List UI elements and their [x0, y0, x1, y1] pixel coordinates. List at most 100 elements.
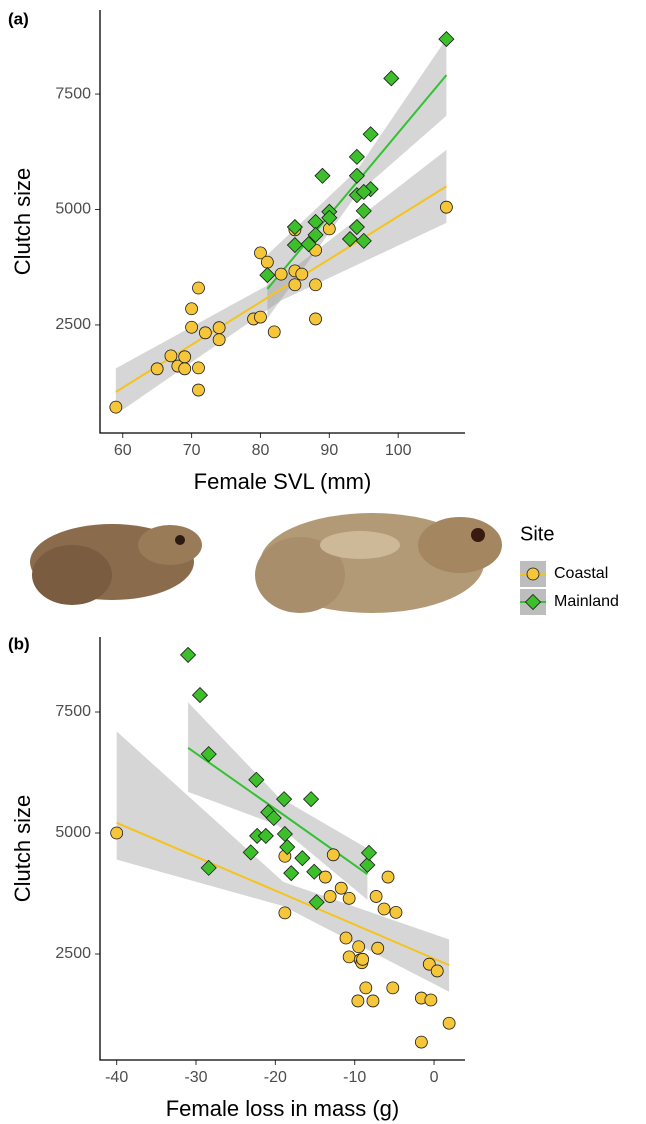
point — [359, 981, 373, 995]
axes — [99, 10, 465, 434]
x-tick-label: -20 — [264, 1069, 287, 1086]
x-tick-label: -10 — [343, 1069, 366, 1086]
panel-label: (b) — [8, 634, 30, 653]
point — [286, 218, 303, 236]
point — [180, 646, 197, 663]
toad-large-head — [418, 517, 502, 573]
point — [309, 312, 322, 326]
point — [254, 246, 267, 260]
x-tick-label: 60 — [114, 442, 132, 459]
y-axis-label: Clutch size — [10, 795, 35, 903]
y-tick-label: 5000 — [55, 201, 91, 218]
point — [164, 349, 178, 363]
point — [424, 993, 438, 1007]
x-tick-label: 100 — [385, 442, 412, 459]
confidence-band — [188, 702, 368, 900]
point — [283, 865, 300, 882]
point — [200, 746, 217, 763]
point — [294, 850, 311, 867]
point — [242, 844, 259, 861]
y-tick-label: 5000 — [55, 824, 91, 841]
point — [318, 870, 332, 884]
legend-title: Site — [520, 523, 554, 545]
point — [279, 838, 296, 856]
point — [288, 278, 302, 292]
point — [383, 70, 400, 87]
point — [438, 31, 455, 48]
point — [300, 236, 317, 253]
point — [212, 333, 226, 347]
point — [254, 310, 267, 324]
point — [265, 809, 282, 827]
y-tick-label: 2500 — [55, 945, 91, 962]
point — [307, 226, 324, 243]
x-tick-label: 80 — [252, 442, 270, 459]
legend-label: Coastal — [554, 565, 608, 582]
y-tick-label: 2500 — [55, 316, 91, 333]
point — [351, 994, 365, 1008]
point — [371, 941, 385, 955]
legend-marker — [524, 593, 542, 611]
point — [360, 844, 378, 861]
point — [414, 1035, 428, 1049]
point — [440, 200, 453, 214]
point — [348, 148, 365, 165]
x-tick-label: 90 — [320, 442, 338, 459]
point — [334, 881, 348, 895]
point — [260, 255, 274, 269]
legend: Site Coastal Mainland — [520, 523, 619, 615]
point — [356, 952, 370, 966]
point — [191, 687, 209, 704]
point — [259, 267, 276, 284]
point — [192, 361, 205, 375]
point — [348, 167, 365, 184]
point — [185, 302, 198, 316]
y-tick-label: 7500 — [55, 703, 91, 720]
point — [348, 218, 365, 236]
point — [309, 278, 322, 292]
point — [109, 400, 123, 414]
point — [198, 326, 212, 340]
point — [248, 771, 265, 788]
x-tick-label: 70 — [183, 442, 201, 459]
panel-label: (a) — [8, 9, 29, 28]
point — [192, 281, 205, 295]
x-axis-label: Female loss in mass (g) — [166, 1096, 400, 1121]
point — [178, 362, 192, 376]
fit-line — [115, 185, 447, 393]
point — [295, 267, 309, 281]
point — [386, 981, 400, 995]
toad-large-spot — [320, 531, 400, 559]
point — [286, 236, 303, 254]
point — [110, 826, 124, 840]
point — [366, 994, 380, 1008]
point — [150, 362, 164, 376]
toad-large-leg — [255, 537, 345, 613]
toad-photos — [30, 513, 502, 613]
toad-small-leg — [32, 545, 112, 605]
point — [314, 167, 331, 184]
point — [355, 202, 372, 219]
point — [377, 902, 391, 916]
point — [178, 350, 192, 364]
point — [321, 209, 338, 226]
point — [442, 1016, 456, 1030]
point — [339, 931, 353, 945]
point — [276, 791, 293, 808]
x-tick-label: -40 — [105, 1069, 128, 1086]
point — [302, 791, 320, 808]
point — [341, 230, 359, 248]
point — [257, 827, 274, 844]
point — [308, 894, 325, 911]
point — [200, 859, 217, 876]
x-tick-label: -30 — [184, 1069, 207, 1086]
point — [278, 906, 292, 920]
point — [355, 232, 372, 249]
legend-label: Mainland — [554, 593, 619, 610]
fit-line — [116, 821, 450, 967]
point — [192, 383, 205, 397]
legend-marker — [526, 567, 540, 581]
point — [342, 950, 356, 964]
point — [362, 126, 379, 143]
